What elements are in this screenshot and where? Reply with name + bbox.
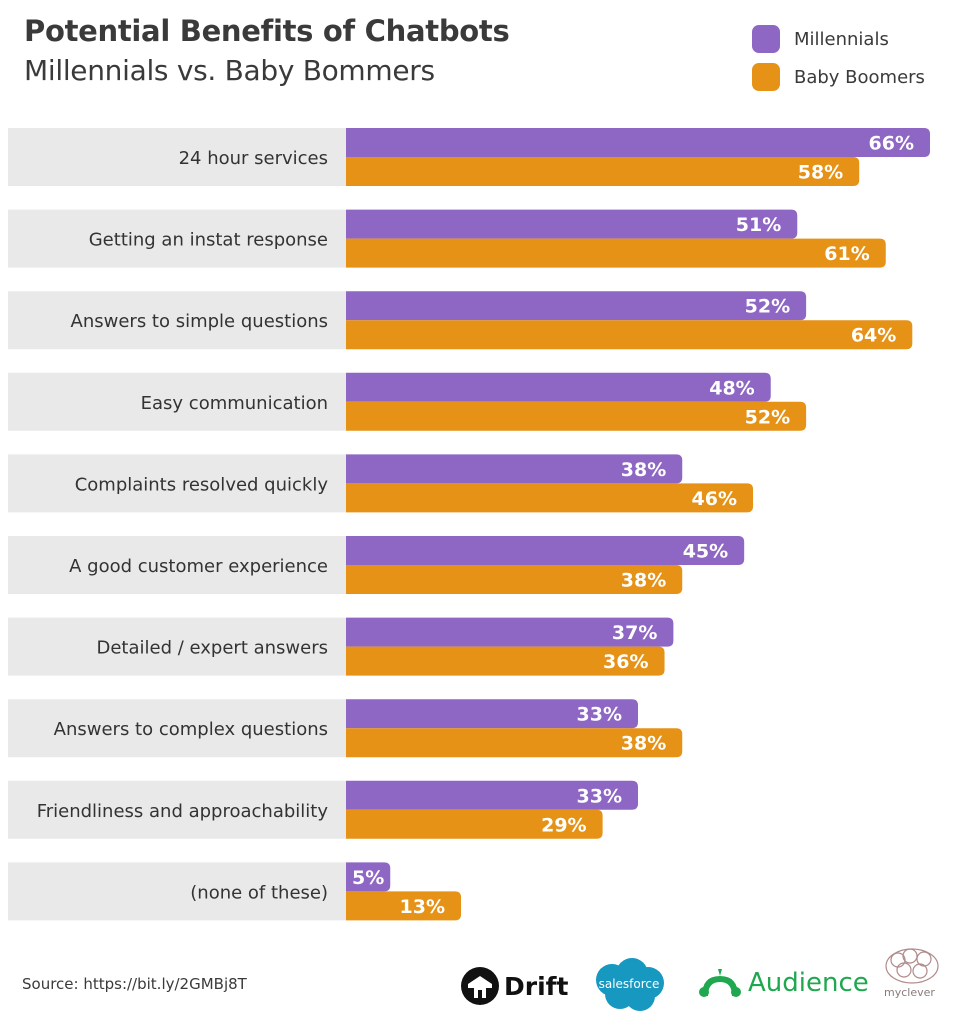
bar-millennials [346, 862, 391, 892]
drift-icon [461, 967, 499, 1005]
category-group: 24 hour services 66% 58% [8, 128, 930, 186]
bar-millennials [346, 209, 798, 239]
data-label: 52% [745, 406, 790, 428]
data-label: 37% [612, 622, 657, 644]
category-label: Getting an instat response [89, 230, 328, 251]
data-label: 33% [577, 704, 622, 726]
category-label-band [8, 536, 346, 594]
category-label-band [8, 617, 346, 676]
salesforce-cloud-icon [596, 958, 664, 1011]
category-label-band [8, 699, 346, 758]
bar-baby-boomers [346, 320, 913, 350]
data-label: 38% [621, 733, 666, 755]
category-group: (none of these) 5% 13% [8, 862, 462, 921]
bar-chart: 24 hour services 66% 58% Getting an instat … [8, 128, 930, 921]
salesforce-logo: salesforce [590, 956, 668, 1014]
category-label: Answers to complex questions [54, 719, 328, 740]
data-label: 61% [824, 243, 869, 265]
category-label-band [8, 862, 346, 921]
audience-icon [699, 969, 741, 997]
sponsor-logos: Drift salesforce Audience [0, 948, 961, 1022]
data-label: 51% [736, 214, 781, 236]
bar-millennials [346, 372, 771, 402]
legend-swatch-baby-boomers [752, 63, 780, 91]
category-group: Friendliness and approachability 33% 29% [8, 780, 638, 839]
myclever-logo: myclever [880, 946, 944, 1018]
bar-baby-boomers [346, 646, 665, 676]
myclever-wordmark: myclever [884, 986, 935, 999]
category-label: Easy communication [141, 393, 328, 414]
data-label: 52% [745, 296, 790, 318]
legend-label: Millennials [794, 28, 889, 50]
category-group: Answers to complex questions 33% 38% [8, 699, 683, 758]
category-group: A good customer experience 45% 38% [8, 536, 745, 594]
category-label: 24 hour services [179, 148, 328, 169]
category-label-band [8, 209, 346, 268]
category-group: Easy communication 48% 52% [8, 372, 807, 431]
data-label: 38% [621, 570, 666, 592]
data-label: 48% [709, 377, 754, 399]
category-label-band [8, 291, 346, 350]
category-label: Friendliness and approachability [37, 801, 329, 822]
category-label: Answers to simple questions [71, 311, 328, 332]
bar-baby-boomers [346, 809, 603, 839]
bar-millennials [346, 128, 930, 157]
category-label: Complaints resolved quickly [75, 474, 329, 495]
data-label: 33% [577, 785, 622, 807]
data-label: 45% [683, 541, 728, 563]
category-label: A good customer experience [69, 556, 328, 577]
category-label-band [8, 128, 346, 186]
data-label: 64% [851, 325, 896, 347]
legend-swatch-millennials [752, 25, 780, 53]
data-label: 58% [798, 162, 843, 184]
bar-baby-boomers [346, 238, 886, 268]
category-label-band [8, 454, 346, 513]
category-label-band [8, 780, 346, 839]
audience-logo: Audience [698, 966, 869, 1000]
category-group: Detailed / expert answers 37% 36% [8, 617, 674, 676]
data-label: 38% [621, 459, 666, 481]
bar-baby-boomers [346, 728, 683, 758]
bar-millennials [346, 454, 683, 484]
data-label: 36% [603, 651, 648, 673]
bar-millennials [346, 780, 638, 810]
category-label-band [8, 372, 346, 431]
category-group: Answers to simple questions 52% 64% [8, 291, 913, 350]
audience-wordmark: Audience [748, 968, 869, 998]
bar-baby-boomers [346, 565, 683, 594]
source-text: Source: https://bit.ly/2GMBj8T [22, 975, 247, 993]
legend: Millennials Baby Boomers [752, 20, 925, 96]
data-label: 5% [352, 867, 384, 889]
bar-baby-boomers [346, 401, 807, 431]
bar-baby-boomers [346, 157, 860, 186]
drift-wordmark: Drift [504, 971, 569, 1001]
chart-subtitle: Millennials vs. Baby Bommers [24, 54, 435, 87]
bar-millennials [346, 617, 674, 647]
bar-millennials [346, 291, 807, 321]
category-group: Getting an instat response 51% 61% [8, 209, 886, 268]
bar-millennials [346, 536, 745, 565]
data-label: 13% [400, 896, 445, 918]
data-label: 66% [869, 133, 914, 155]
legend-item-baby-boomers: Baby Boomers [752, 58, 925, 96]
legend-label: Baby Boomers [794, 66, 925, 88]
category-label: (none of these) [190, 882, 328, 903]
category-group: Complaints resolved quickly 38% 46% [8, 454, 754, 513]
drift-logo: Drift [460, 966, 568, 1006]
bar-baby-boomers [346, 891, 462, 921]
bar-millennials [346, 699, 638, 729]
bar-baby-boomers [346, 483, 754, 513]
chart-title: Potential Benefits of Chatbots [24, 14, 510, 48]
data-label: 46% [692, 488, 737, 510]
salesforce-wordmark: salesforce [598, 977, 660, 991]
category-label: Detailed / expert answers [96, 638, 328, 659]
data-label: 29% [541, 814, 586, 836]
brain-icon [885, 948, 939, 984]
legend-item-millennials: Millennials [752, 20, 925, 58]
